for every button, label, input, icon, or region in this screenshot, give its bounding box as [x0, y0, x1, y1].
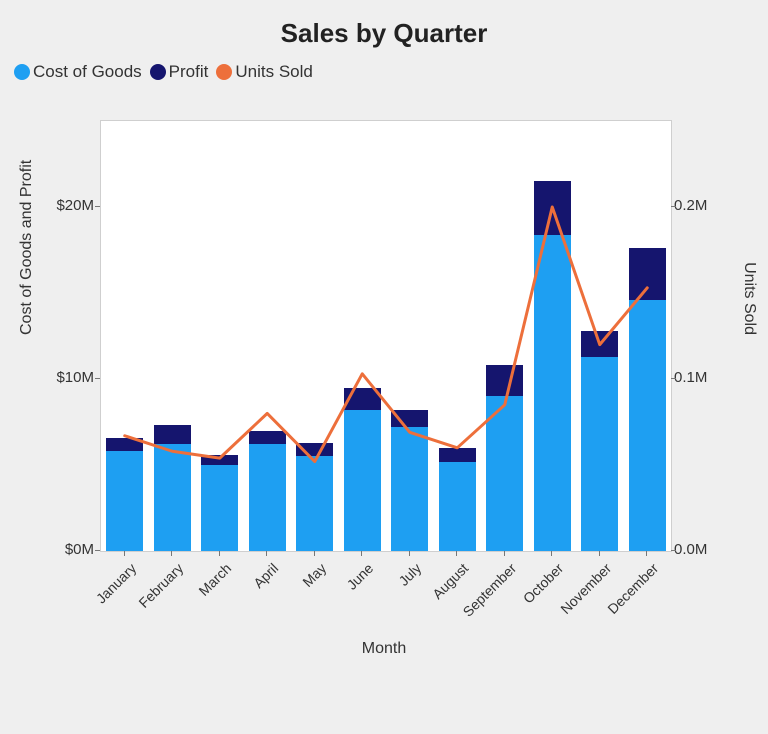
bar-cost-of-goods: [201, 465, 238, 551]
bar-group: [391, 410, 428, 551]
bar-profit: [534, 181, 571, 234]
legend-item-profit: Profit: [150, 62, 209, 82]
y-right-tick-label: 0.2M: [674, 197, 724, 214]
bar-profit: [344, 388, 381, 410]
bar-cost-of-goods: [486, 396, 523, 551]
bar-group: [154, 425, 191, 551]
bar-group: [581, 331, 618, 551]
bar-profit: [581, 331, 618, 357]
bar-cost-of-goods: [439, 462, 476, 551]
bar-cost-of-goods: [344, 410, 381, 551]
bar-cost-of-goods: [391, 427, 428, 551]
bar-group: [629, 248, 666, 551]
bar-group: [486, 365, 523, 551]
chart-legend: Cost of Goods Profit Units Sold: [14, 62, 313, 82]
legend-swatch-units: [216, 64, 232, 80]
bar-group: [534, 181, 571, 551]
bar-cost-of-goods: [581, 357, 618, 551]
bar-profit: [201, 455, 238, 465]
bar-cost-of-goods: [154, 444, 191, 551]
y-right-tick-label: 0.0M: [674, 541, 724, 558]
bar-cost-of-goods: [106, 451, 143, 551]
bar-profit: [249, 431, 286, 445]
bar-cost-of-goods: [629, 300, 666, 551]
y-left-tick-label: $20M: [40, 197, 94, 214]
plot-area: [100, 120, 672, 552]
bar-profit: [391, 410, 428, 427]
legend-swatch-profit: [150, 64, 166, 80]
y-left-axis-label: Cost of Goods and Profit: [18, 160, 36, 335]
bar-profit: [486, 365, 523, 396]
bar-cost-of-goods: [296, 456, 333, 551]
legend-label-cost: Cost of Goods: [33, 62, 142, 82]
bar-group: [201, 455, 238, 551]
bar-group: [296, 443, 333, 551]
bar-group: [344, 388, 381, 551]
legend-label-profit: Profit: [169, 62, 209, 82]
bar-profit: [629, 248, 666, 300]
bar-group: [249, 431, 286, 551]
legend-swatch-cost: [14, 64, 30, 80]
bar-group: [106, 437, 143, 551]
legend-label-units: Units Sold: [235, 62, 312, 82]
bar-cost-of-goods: [534, 235, 571, 551]
legend-item-units: Units Sold: [216, 62, 312, 82]
bar-profit: [296, 443, 333, 457]
y-left-tick-label: $0M: [40, 541, 94, 558]
bar-group: [439, 448, 476, 551]
y-right-tick-label: 0.1M: [674, 369, 724, 386]
legend-item-cost: Cost of Goods: [14, 62, 142, 82]
chart-title: Sales by Quarter: [0, 18, 768, 49]
bar-profit: [106, 438, 143, 452]
bar-profit: [439, 448, 476, 462]
x-axis-label: Month: [0, 640, 768, 658]
y-left-tick-label: $10M: [40, 369, 94, 386]
bar-cost-of-goods: [249, 444, 286, 551]
bar-profit: [154, 425, 191, 444]
y-right-axis-label: Units Sold: [740, 262, 758, 335]
sales-chart: Sales by Quarter Cost of Goods Profit Un…: [0, 0, 768, 734]
